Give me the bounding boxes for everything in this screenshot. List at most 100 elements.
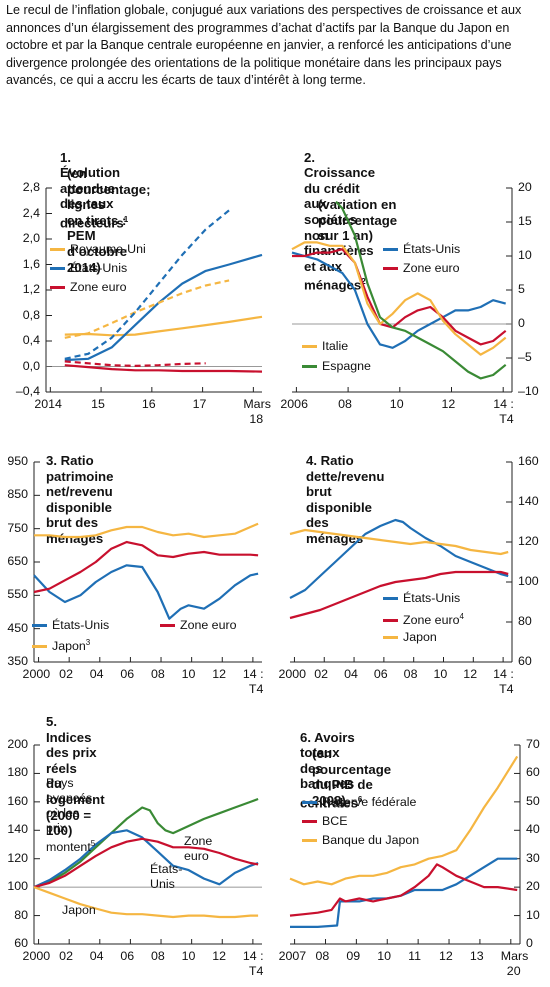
legend-item: Zone euro bbox=[160, 618, 236, 632]
y-tick-label: 180 bbox=[7, 765, 28, 780]
x-tick-label: 12 bbox=[212, 667, 227, 681]
y-tick-label: 15 bbox=[518, 214, 532, 228]
x-tick-label: 2000 bbox=[22, 667, 51, 681]
legend-label: Espagne bbox=[322, 359, 371, 373]
y-tick-label: 2,4 bbox=[22, 205, 40, 220]
series-line-états-unis bbox=[289, 518, 509, 599]
x-tick-label: 12 bbox=[212, 949, 227, 963]
x-tick-label: 04 bbox=[89, 667, 104, 681]
legend-label: Japon bbox=[52, 639, 86, 654]
y-tick-label: 160 bbox=[7, 793, 28, 808]
x-tick-label: 02 bbox=[59, 667, 73, 681]
legend-swatch bbox=[302, 820, 317, 824]
series-line-états-unis bbox=[33, 564, 259, 620]
x-tick-label: 04 bbox=[89, 949, 104, 963]
legend-swatch bbox=[32, 624, 47, 628]
chart-plot-2 bbox=[291, 187, 513, 393]
x-tick-label: 14 : bbox=[493, 667, 514, 681]
legend-item: BCE bbox=[302, 814, 347, 828]
y-tick-label: 750 bbox=[7, 520, 28, 535]
legend-swatch bbox=[302, 365, 317, 369]
y-tick-label: –10 bbox=[518, 384, 539, 398]
y-tick-label: 30 bbox=[526, 850, 540, 865]
legend-label: Zone euro bbox=[403, 613, 460, 628]
series-line-espagne bbox=[335, 200, 507, 380]
chart-subtitle-1: (en pourcentage; lignes en tirets : PEM … bbox=[67, 166, 151, 275]
x-tick-label: 10 bbox=[433, 667, 448, 681]
x-tick-label: 14 : bbox=[242, 949, 264, 963]
x-tick-label: 08 bbox=[151, 949, 165, 963]
x-tick-label: 2007 bbox=[278, 949, 307, 963]
x-tick-label-line2: T4 bbox=[499, 682, 514, 696]
y-tick-label: 140 bbox=[7, 822, 28, 837]
legend-swatch bbox=[50, 248, 65, 252]
x-tick-label: 2000 bbox=[278, 667, 307, 681]
legend-swatch bbox=[383, 248, 398, 252]
x-tick-label: 10 bbox=[389, 397, 404, 411]
chart-title-6: 6. Avoirs totaux des banques centrales6 bbox=[300, 729, 363, 811]
legend-item: Japon bbox=[383, 630, 437, 644]
x-tick-label: 14 : bbox=[493, 397, 514, 411]
series-line-états-unis-dashed bbox=[64, 209, 230, 360]
legend-swatch bbox=[383, 636, 398, 640]
legend-label: États-Unis bbox=[403, 242, 461, 256]
y-tick-label: 5 bbox=[518, 282, 525, 296]
series-line-pays-avancés-où-les-prix-montent bbox=[33, 797, 259, 889]
series-line-zone-euro bbox=[289, 570, 509, 620]
legend-swatch bbox=[383, 597, 398, 601]
y-tick-label: 2,0 bbox=[22, 231, 40, 245]
y-tick-label: –0,4 bbox=[15, 384, 40, 398]
chart-title-5: 5. Indices des prix réels du logement (2… bbox=[46, 714, 105, 839]
series-annotation: Zone euro bbox=[184, 834, 213, 863]
series-line-zone-euro bbox=[64, 364, 263, 373]
y-tick-label: 80 bbox=[14, 907, 28, 922]
series-line-japon bbox=[33, 886, 259, 919]
x-tick-label: 06 bbox=[373, 667, 388, 681]
y-tick-label: 200 bbox=[7, 737, 28, 751]
x-tick-label: 15 bbox=[91, 397, 105, 411]
legend-item: Japon3 bbox=[32, 636, 90, 653]
y-tick-label: 550 bbox=[7, 587, 28, 602]
y-tick-label: 850 bbox=[7, 487, 28, 502]
series-line-états-unis bbox=[291, 251, 506, 349]
series-line-zone-euro bbox=[33, 540, 259, 594]
series-annotation: États-Unis bbox=[150, 862, 183, 891]
series-line-zone-euro-dashed bbox=[64, 360, 206, 367]
y-tick-label: 0,8 bbox=[22, 307, 40, 322]
x-tick-label-line2: T4 bbox=[499, 412, 514, 426]
series-annotation: Japon bbox=[62, 903, 96, 917]
x-tick-label: 16 bbox=[141, 397, 156, 411]
x-tick-label: 12 bbox=[463, 667, 478, 681]
x-tick-label: 17 bbox=[192, 397, 207, 411]
x-tick-label: 2006 bbox=[280, 397, 308, 411]
legend-item: Espagne bbox=[302, 359, 371, 373]
x-tick-label: Mars bbox=[243, 397, 271, 411]
x-tick-label: 12 bbox=[439, 949, 453, 963]
x-tick-label: 2000 bbox=[22, 949, 51, 963]
y-tick-label: 160 bbox=[518, 454, 539, 468]
legend-label: Zone euro bbox=[403, 261, 460, 275]
x-tick-label: 10 bbox=[181, 949, 196, 963]
series-line-bce bbox=[289, 863, 518, 917]
legend-swatch bbox=[302, 801, 317, 805]
legend-item: Zone euro4 bbox=[383, 610, 464, 627]
chart-plot-1 bbox=[45, 187, 263, 393]
y-tick-label: 70 bbox=[526, 737, 540, 751]
y-tick-label: 350 bbox=[7, 654, 28, 668]
series-line-italie bbox=[291, 241, 507, 356]
chart-plot-3 bbox=[33, 461, 262, 663]
series-annotation: Pays avancés où les prix montent5 bbox=[46, 776, 96, 855]
legend-label: Banque du Japon bbox=[322, 833, 420, 847]
legend-item: États-Unis bbox=[383, 591, 460, 605]
y-tick-label: 1,2 bbox=[22, 282, 40, 296]
series-line-japon bbox=[289, 528, 509, 556]
x-tick-label: 10 bbox=[377, 949, 392, 963]
legend-item: Zone euro bbox=[50, 280, 126, 294]
y-tick-label: 100 bbox=[7, 879, 28, 894]
x-tick-label-line2: 20 bbox=[506, 964, 521, 978]
chart-title-3: 3. Ratio patrimoine net/revenu disponibl… bbox=[46, 453, 114, 546]
chart-plot-6 bbox=[289, 744, 521, 945]
intro-paragraph: Le recul de l’inflation globale, conjugu… bbox=[6, 3, 522, 88]
y-tick-label: 10 bbox=[526, 907, 540, 922]
x-tick-label-line2: T4 bbox=[248, 682, 264, 696]
